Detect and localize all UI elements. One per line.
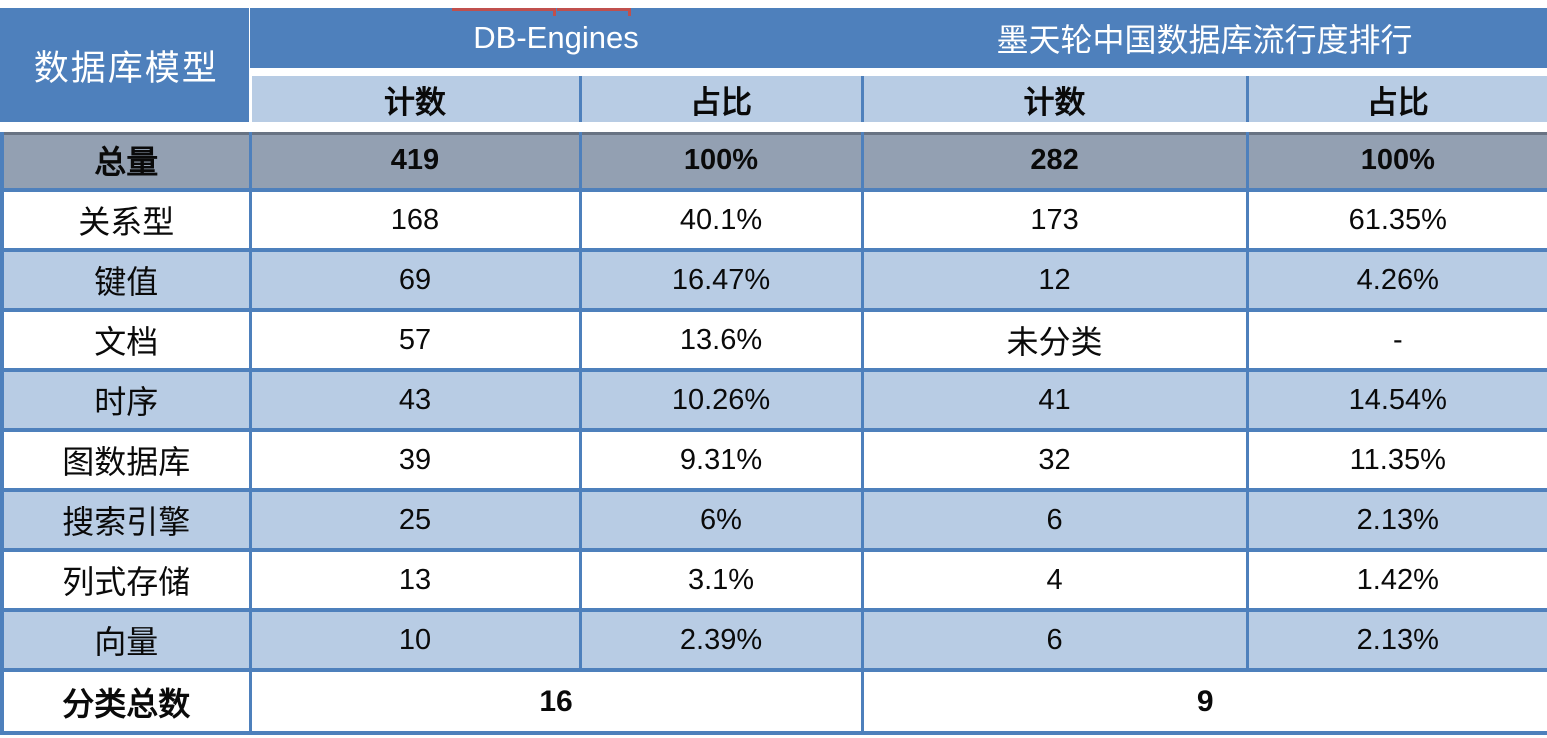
cell-value: 13.6% [578, 310, 864, 372]
row-label: 关系型 [0, 190, 252, 252]
table-row-category-total: 分类总数 16 9 [0, 670, 1547, 735]
subheader-dbengines-share: 占比 [578, 72, 864, 132]
cell-value: 9.31% [578, 430, 864, 492]
cell-value: 419 [248, 127, 582, 192]
subheader-row: 计数 占比 计数 占比 [2, 72, 1547, 132]
row-label: 文档 [0, 310, 252, 372]
table-row-vector: 向量 10 2.39% 6 2.13% [0, 610, 1547, 672]
group-header-db-engines: DB-Engines [250, 8, 863, 76]
top-crop-red-tick [553, 8, 556, 16]
cell-value: 9 [860, 670, 1547, 735]
group-header-modb-ranking: 墨天轮中国数据库流行度排行 [862, 8, 1547, 76]
cell-value: 32 [860, 430, 1249, 492]
cell-value: 173 [860, 190, 1249, 252]
row-label: 图数据库 [0, 430, 252, 492]
cell-value: 2.13% [1245, 490, 1547, 552]
table-row-total: 总量 419 100% 282 100% [0, 127, 1547, 192]
cell-value: 168 [248, 190, 582, 252]
row-label: 分类总数 [0, 670, 252, 735]
cell-value: 39 [248, 430, 582, 492]
cell-value: 25 [248, 490, 582, 552]
cell-value: 10.26% [578, 370, 864, 432]
cell-value: 282 [860, 127, 1249, 192]
table-row-time-series: 时序 43 10.26% 41 14.54% [0, 370, 1547, 432]
cell-value: 16.47% [578, 250, 864, 312]
cell-value: 4.26% [1245, 250, 1547, 312]
header-group-row: 数据库模型 DB-Engines 墨天轮中国数据库流行度排行 [2, 8, 1547, 132]
cell-value: 14.54% [1245, 370, 1547, 432]
subheader-modb-count: 计数 [860, 72, 1249, 132]
cell-value: 43 [248, 370, 582, 432]
cell-value: 57 [248, 310, 582, 372]
cell-value: 3.1% [578, 550, 864, 612]
cell-value: 6 [860, 490, 1249, 552]
cell-value: 61.35% [1245, 190, 1547, 252]
cell-value: 10 [248, 610, 582, 672]
top-crop-red-tick [628, 8, 631, 16]
row-label: 总量 [0, 127, 252, 192]
row-label: 时序 [0, 370, 252, 432]
cell-value: 100% [578, 127, 864, 192]
corner-header-database-model: 数据库模型 [2, 8, 250, 132]
table-row-graph: 图数据库 39 9.31% 32 11.35% [0, 430, 1547, 492]
table-row-columnar: 列式存储 13 3.1% 4 1.42% [0, 550, 1547, 612]
top-crop-red-line [557, 8, 630, 11]
cell-value: 69 [248, 250, 582, 312]
table-row-relational: 关系型 168 40.1% 173 61.35% [0, 190, 1547, 252]
top-crop-red-line [452, 8, 553, 11]
top-crop-blue-line [400, 8, 452, 10]
cell-value: 40.1% [578, 190, 864, 252]
cell-value: 16 [248, 670, 864, 735]
cell-value: 1.42% [1245, 550, 1547, 612]
cell-value: 6 [860, 610, 1249, 672]
subheader-dbengines-count: 计数 [248, 72, 582, 132]
cell-value: 41 [860, 370, 1249, 432]
subheader-modb-share: 占比 [1245, 72, 1547, 132]
cell-value: 6% [578, 490, 864, 552]
cell-value: 2.13% [1245, 610, 1547, 672]
table-row-search-engine: 搜索引擎 25 6% 6 2.13% [0, 490, 1547, 552]
row-label: 列式存储 [0, 550, 252, 612]
table-row-key-value: 键值 69 16.47% 12 4.26% [0, 250, 1547, 312]
cell-value: 12 [860, 250, 1249, 312]
row-label: 向量 [0, 610, 252, 672]
cell-value: 11.35% [1245, 430, 1547, 492]
cell-value: 2.39% [578, 610, 864, 672]
database-model-comparison-table: 数据库模型 DB-Engines 墨天轮中国数据库流行度排行 计数 占比 计数 … [0, 8, 1547, 735]
cell-value: - [1245, 310, 1547, 372]
table-row-document: 文档 57 13.6% 未分类 - [0, 310, 1547, 372]
cell-value: 4 [860, 550, 1249, 612]
row-label: 搜索引擎 [0, 490, 252, 552]
cell-value: 100% [1245, 127, 1547, 192]
cell-value: 未分类 [860, 310, 1249, 372]
row-label: 键值 [0, 250, 252, 312]
cell-value: 13 [248, 550, 582, 612]
